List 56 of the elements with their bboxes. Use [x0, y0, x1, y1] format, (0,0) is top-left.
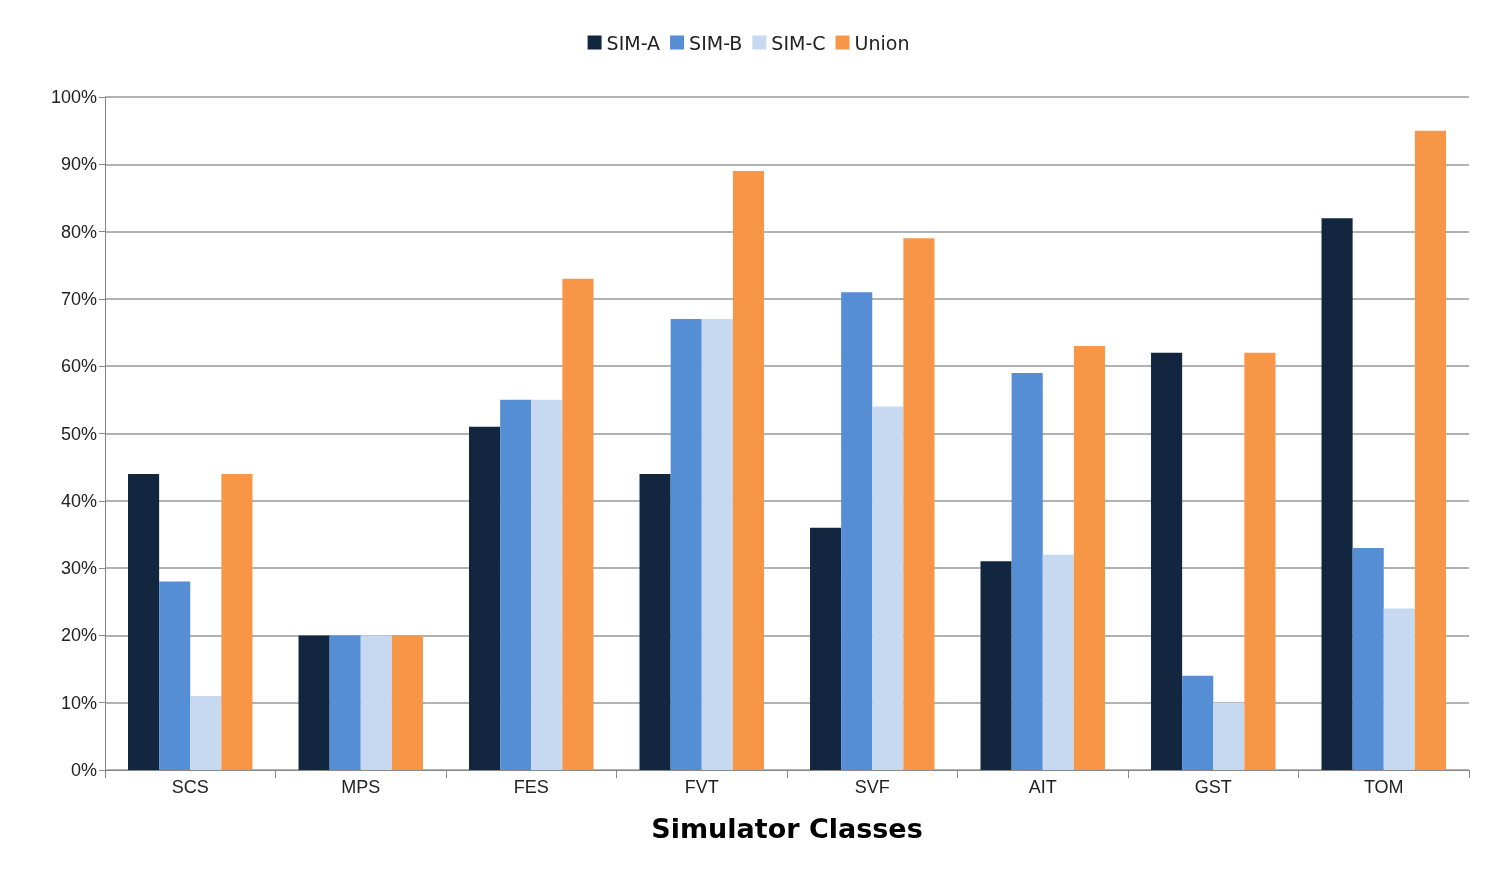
y-tick-label: 10%	[60, 692, 97, 713]
x-tick-label: MPS	[341, 777, 381, 797]
y-tick-label: 60%	[60, 356, 97, 377]
legend-label: SIM-B	[689, 31, 743, 54]
bar	[903, 238, 935, 770]
bar	[670, 319, 702, 770]
x-tick-label: SVF	[854, 777, 890, 797]
x-tick-label: TOM	[1363, 777, 1404, 797]
y-tick-label: 100%	[50, 87, 97, 107]
bar	[1321, 218, 1353, 770]
bar	[1213, 702, 1245, 770]
bar	[190, 695, 222, 770]
legend-label: SIM-C	[771, 31, 826, 54]
y-tick-label: 90%	[60, 154, 97, 175]
y-tick-label: 80%	[60, 221, 97, 242]
bar	[128, 473, 160, 770]
bar	[531, 399, 563, 770]
bar	[500, 399, 532, 770]
bar	[639, 473, 671, 770]
bar	[221, 473, 253, 770]
x-tick-label: FVT	[684, 777, 719, 797]
bar	[1042, 554, 1074, 770]
x-axis-title: Simulator Classes	[651, 813, 923, 844]
bar	[872, 406, 904, 770]
bar	[732, 171, 764, 770]
legend-label: SIM-A	[606, 31, 661, 54]
y-tick-label: 40%	[60, 490, 97, 511]
y-tick-label: 30%	[60, 558, 97, 579]
bar	[360, 635, 392, 770]
x-tick-label: GST	[1194, 777, 1232, 797]
y-tick-label: 70%	[60, 288, 97, 309]
bar	[980, 561, 1012, 770]
bar	[1414, 130, 1446, 770]
y-tick-label: 20%	[60, 625, 97, 646]
bar	[1244, 352, 1276, 770]
bar	[701, 319, 733, 770]
bar	[298, 635, 330, 770]
bar	[159, 581, 191, 770]
bar	[810, 527, 842, 770]
bar	[562, 278, 594, 770]
bar	[841, 292, 873, 770]
legend-label: Union	[854, 31, 910, 54]
bar	[1383, 608, 1415, 770]
bar	[1073, 346, 1105, 770]
bar	[329, 635, 361, 770]
bar	[1151, 352, 1183, 770]
bar	[469, 426, 501, 770]
bar	[1352, 547, 1384, 770]
x-tick-label: SCS	[171, 777, 209, 797]
y-tick-label: 50%	[60, 423, 97, 444]
bar	[1182, 675, 1214, 770]
x-tick-label: FES	[513, 777, 549, 797]
y-tick-label: 0%	[70, 760, 97, 780]
bar	[1011, 372, 1043, 770]
bar	[391, 635, 423, 770]
x-tick-label: AIT	[1028, 777, 1057, 797]
